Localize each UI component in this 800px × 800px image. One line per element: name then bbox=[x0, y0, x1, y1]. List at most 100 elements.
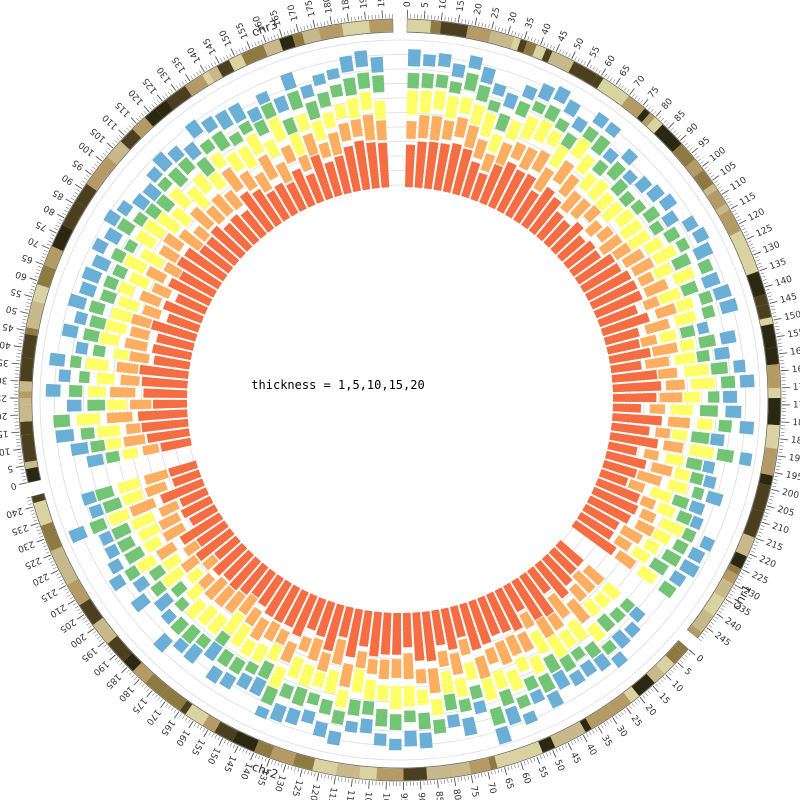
bar-chr2-bin17-layer1 bbox=[412, 612, 425, 661]
bar-chr2-bin10-layer1 bbox=[477, 595, 501, 637]
tick-chr1 bbox=[451, 17, 453, 22]
tick-chr3 bbox=[337, 19, 339, 24]
bar-chr1-bin7-layer1 bbox=[470, 172, 488, 202]
tick-chr1 bbox=[714, 180, 718, 184]
tick-chr1 bbox=[727, 596, 732, 599]
tick-label-chr2: 55 bbox=[536, 765, 549, 779]
tick-chr1 bbox=[737, 218, 742, 222]
tick-chr2 bbox=[688, 649, 696, 656]
band-chr2 bbox=[133, 662, 154, 683]
tick-chr3 bbox=[107, 147, 111, 151]
tick-label-chr2: 150 bbox=[205, 746, 222, 766]
bar-chr2-bin9-layer3 bbox=[514, 655, 531, 673]
tick-chr1 bbox=[732, 209, 737, 213]
band-chr2 bbox=[79, 598, 103, 625]
tick-chr1 bbox=[559, 49, 562, 53]
tick-label-chr1: 220 bbox=[757, 554, 777, 570]
bar-chr1-bin38-layer4 bbox=[716, 448, 735, 463]
tick-chr1 bbox=[615, 77, 621, 86]
band-chr1 bbox=[621, 95, 645, 118]
bar-chr2-bin9-layer4 bbox=[523, 675, 539, 692]
band-chr3 bbox=[19, 381, 32, 392]
bar-chr2-bin1-layer2 bbox=[572, 570, 596, 594]
bar-chr3-bin12-layer2 bbox=[142, 304, 163, 320]
tick-chr3 bbox=[323, 21, 326, 26]
tick-chr3 bbox=[329, 16, 333, 25]
bar-chr2-bin0-layer1 bbox=[555, 539, 584, 567]
band-chr3 bbox=[292, 32, 306, 47]
bar-chr1-bin36-layer1 bbox=[611, 413, 663, 426]
bar-chr3-bin35-layer4 bbox=[329, 83, 344, 98]
bar-chr2-bin44-layer3 bbox=[130, 511, 156, 531]
bar-chr1-bin2-layer1 bbox=[424, 141, 439, 190]
tick-chr2 bbox=[567, 742, 573, 751]
bar-chr3-bin16-layer1 bbox=[178, 270, 217, 298]
tick-chr2 bbox=[128, 672, 133, 676]
band-chr3 bbox=[241, 44, 268, 66]
band-chr1 bbox=[466, 25, 492, 43]
tick-chr2 bbox=[31, 513, 36, 515]
bar-chr3-bin27-layer4 bbox=[228, 131, 244, 147]
bar-chr1-bin41-layer1 bbox=[602, 459, 638, 479]
bar-chr1-bin15-layer3 bbox=[578, 172, 598, 193]
bar-chr3-bin25-layer3 bbox=[209, 151, 228, 170]
bar-chr2-bin4-layer5 bbox=[593, 652, 612, 672]
tick-chr1 bbox=[708, 624, 713, 628]
bar-chr2-bin7-layer3 bbox=[529, 629, 550, 655]
bar-chr1-bin8-layer3 bbox=[505, 119, 523, 142]
bar-chr1-bin1-layer2 bbox=[417, 114, 430, 139]
bar-chr3-bin0-layer2 bbox=[142, 443, 160, 456]
bar-chr1-bin12-layer5 bbox=[571, 116, 589, 134]
bar-chr3-bin12-layer3 bbox=[117, 295, 141, 313]
tick-chr1 bbox=[574, 56, 577, 61]
tick-chr1 bbox=[730, 204, 738, 210]
bar-chr1-bin30-layer1 bbox=[608, 347, 652, 364]
tick-chr1 bbox=[758, 266, 763, 268]
tick-chr1 bbox=[769, 495, 774, 498]
bar-chr1-bin8-layer1 bbox=[479, 163, 504, 206]
band-chr3 bbox=[37, 265, 56, 288]
band-chr3 bbox=[19, 357, 34, 382]
bar-chr1-bin31-layer4 bbox=[696, 349, 711, 363]
tick-chr3 bbox=[58, 218, 63, 222]
bar-chr1-bin43-layer3 bbox=[656, 502, 676, 519]
tick-label-chr1: 115 bbox=[738, 191, 758, 208]
bar-chr3-bin21-layer4 bbox=[157, 176, 173, 193]
bar-chr2-bin8-layer4 bbox=[537, 672, 556, 694]
bar-chr1-bin15-layer4 bbox=[591, 159, 609, 177]
tick-chr1 bbox=[712, 175, 720, 181]
bar-chr1-bin31-layer1 bbox=[610, 360, 642, 374]
bar-chr3-bin35-layer1 bbox=[343, 145, 361, 193]
bar-chr3-bin33-layer1 bbox=[324, 161, 343, 198]
bar-chr1-bin18-layer1 bbox=[556, 235, 586, 262]
tick-chr3 bbox=[21, 322, 26, 324]
bar-chr1-bin32-layer4 bbox=[710, 361, 728, 375]
tick-chr3 bbox=[226, 55, 229, 59]
tick-chr2 bbox=[514, 764, 516, 769]
bar-chr1-bin33-layer5 bbox=[739, 374, 755, 388]
band-chr2 bbox=[550, 724, 580, 748]
tick-chr3 bbox=[41, 256, 46, 259]
bar-chr1-bin13-layer4 bbox=[582, 126, 600, 144]
tick-label-chr2: 60 bbox=[519, 771, 532, 785]
tick-label-chr1: 105 bbox=[719, 160, 739, 178]
band-chr1 bbox=[636, 108, 650, 123]
band-chr2 bbox=[488, 756, 498, 770]
bar-chr1-bin27-layer5 bbox=[712, 283, 732, 301]
bar-chr3-bin38-layer4 bbox=[371, 75, 385, 93]
bar-chr2-bin30-layer3 bbox=[251, 642, 269, 664]
bar-chr1-bin12-layer1 bbox=[513, 190, 540, 224]
bar-chr2-bin10-layer2 bbox=[494, 639, 513, 666]
tick-chr2 bbox=[552, 749, 557, 758]
bar-chr3-bin36-layer3 bbox=[346, 97, 361, 119]
bar-chr2-bin46-layer3 bbox=[121, 489, 145, 506]
bar-chr1-bin16-layer3 bbox=[587, 178, 610, 202]
tick-chr3 bbox=[143, 105, 150, 113]
bar-chr2-bin7-layer2 bbox=[519, 611, 535, 630]
bar-chr3-bin36-layer4 bbox=[343, 77, 358, 97]
bar-chr2-bin35-layer4 bbox=[181, 624, 201, 645]
bar-chr2-bin37-layer5 bbox=[160, 608, 178, 625]
bar-chr2-bin7-layer5 bbox=[552, 669, 571, 690]
bar-chr3-bin0-layer4 bbox=[105, 450, 121, 464]
band-chr3 bbox=[19, 398, 32, 405]
